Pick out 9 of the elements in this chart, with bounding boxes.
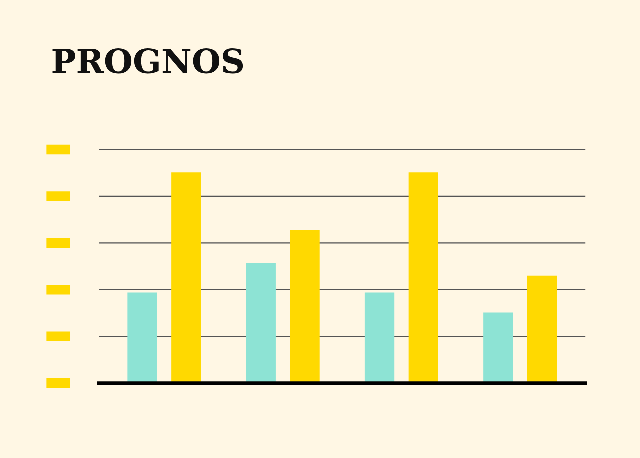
bar — [408, 172, 438, 384]
bar — [364, 292, 395, 384]
chart-title: PROGNOS — [52, 48, 244, 74]
bar — [290, 230, 320, 384]
bar — [527, 276, 558, 384]
bar — [246, 263, 276, 384]
bar — [172, 172, 202, 384]
bar — [484, 312, 514, 384]
bar — [128, 292, 158, 384]
